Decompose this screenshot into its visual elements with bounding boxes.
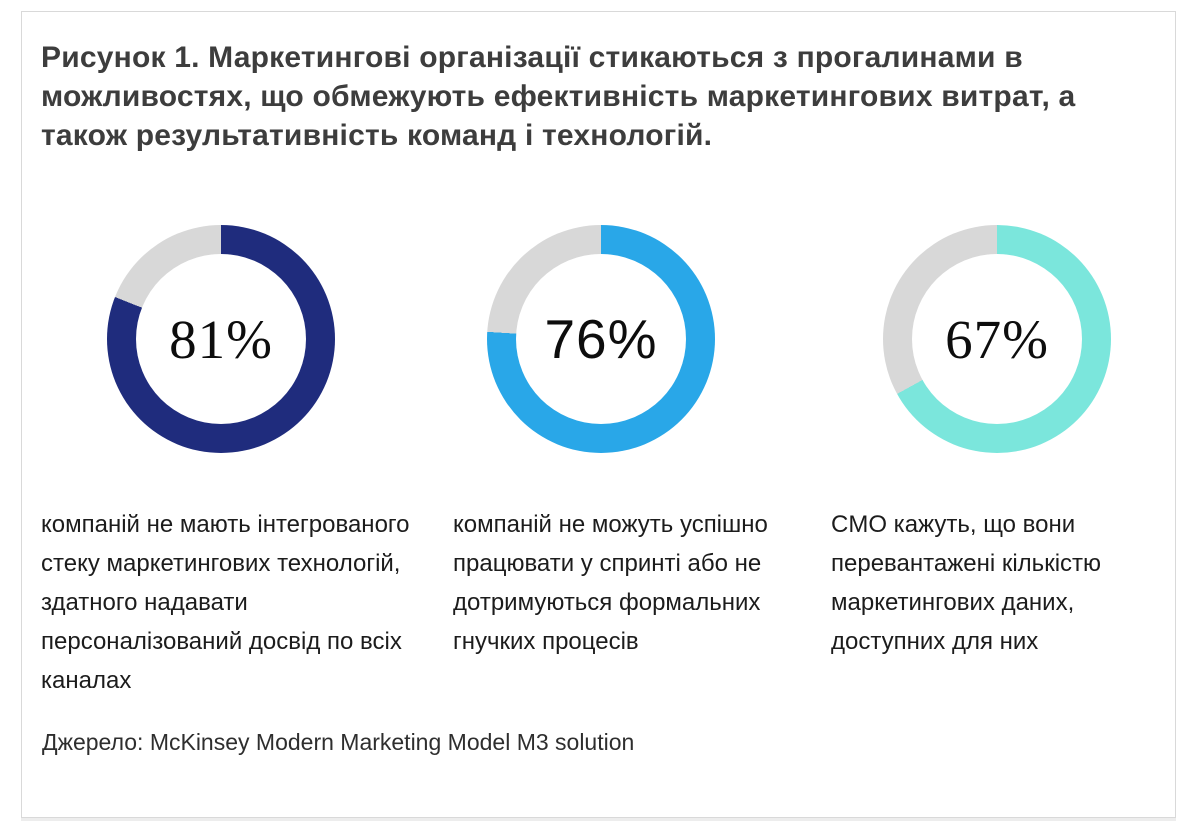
stat-column-cmo-data-overload: 67% CMO кажуть, що вони перевантажені кі… xyxy=(813,225,1157,700)
stat-column-sprint-agile: 76% компаній не можуть успішно працювати… xyxy=(433,225,813,700)
donut-hole: 67% xyxy=(912,254,1082,424)
source-line: Джерело: McKinsey Modern Marketing Model… xyxy=(42,729,635,755)
stat-description: компаній не мають інтегрованого стеку ма… xyxy=(41,511,410,694)
donut-hole: 81% xyxy=(136,254,306,424)
donut-chart-67: 67% xyxy=(883,225,1111,453)
stat-description: компаній не можуть успішно працювати у с… xyxy=(453,511,768,655)
donut-chart-81: 81% xyxy=(107,225,335,453)
donut-value-label: 81% xyxy=(169,308,273,370)
figure-title: Рисунок 1. Маркетингові організації стик… xyxy=(41,41,1076,152)
stats-row: 81% компаній не мають інтегрованого стек… xyxy=(41,225,1157,700)
donut-chart-76: 76% xyxy=(487,225,715,453)
donut-value-label: 76% xyxy=(544,308,658,370)
stat-column-integrated-stack: 81% компаній не мають інтегрованого стек… xyxy=(41,225,433,700)
stat-description: CMO кажуть, що вони перевантажені кількі… xyxy=(831,511,1102,655)
donut-hole: 76% xyxy=(516,254,686,424)
donut-value-label: 67% xyxy=(945,308,1049,370)
figure-card: Рисунок 1. Маркетингові організації стик… xyxy=(21,11,1176,818)
